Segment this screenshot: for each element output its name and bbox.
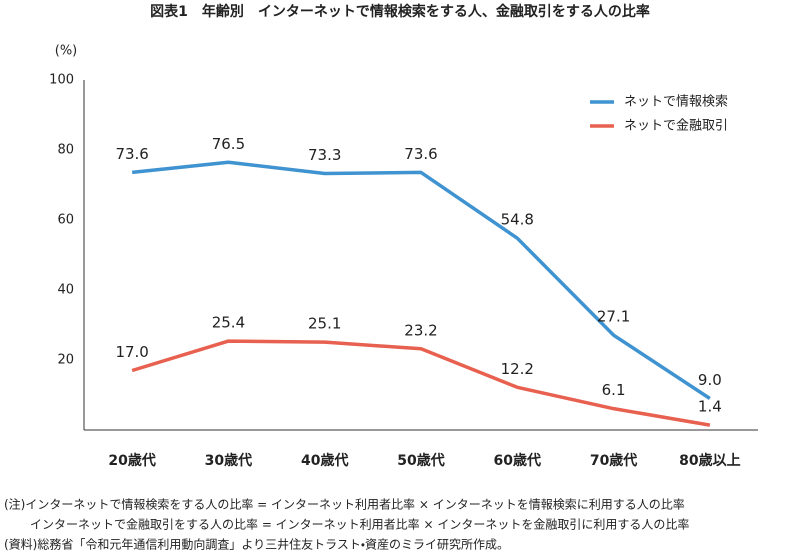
data-label: 76.5 <box>212 135 245 153</box>
y-tick-label: 100 <box>49 73 74 88</box>
series-line <box>131 160 711 400</box>
legend-label: ネットで金融取引 <box>624 119 728 134</box>
data-label: 6.1 <box>602 381 626 399</box>
data-label: 73.6 <box>404 145 437 163</box>
series-line <box>131 339 711 427</box>
x-tick-label: 70歳代 <box>590 452 637 469</box>
data-label: 23.2 <box>404 321 437 339</box>
data-label: 12.2 <box>501 360 534 378</box>
data-label: 25.1 <box>308 315 341 333</box>
x-tick-label: 40歳代 <box>301 452 348 469</box>
y-tick-label: 40 <box>57 283 74 298</box>
data-label: 1.4 <box>698 398 722 416</box>
note: (資料)総務省「令和元年通信利用動向調査」より三井住友トラスト・資産のミライ研究… <box>4 537 509 552</box>
data-label: 9.0 <box>698 371 722 389</box>
legend-label: ネットで情報検索 <box>624 95 728 110</box>
x-tick-label: 60歳代 <box>494 452 541 469</box>
data-label: 25.4 <box>212 314 245 332</box>
data-label: 54.8 <box>501 211 534 229</box>
note: インターネットで金融取引をする人の比率 = インターネット利用者比率 × インタ… <box>30 518 689 532</box>
y-tick-label: 80 <box>57 143 74 158</box>
note: (注)インターネットで情報検索をする人の比率 = インターネット利用者比率 × … <box>4 498 685 512</box>
data-label: 27.1 <box>597 308 630 326</box>
y-tick-label: 60 <box>57 213 74 228</box>
y-unit: (%) <box>55 44 78 59</box>
chart-title: 図表1 年齢別 インターネットで情報検索をする人、金融取引をする人の比率 <box>150 3 650 20</box>
y-tick-label: 20 <box>57 353 74 368</box>
x-tick-label: 30歳代 <box>205 452 252 469</box>
x-tick-label: 50歳代 <box>397 452 444 469</box>
x-tick-label: 20歳代 <box>108 452 155 469</box>
x-tick-label: 80歳以上 <box>679 452 740 469</box>
data-label: 73.3 <box>308 146 341 164</box>
data-label: 17.0 <box>115 343 148 361</box>
data-label: 73.6 <box>115 145 148 163</box>
